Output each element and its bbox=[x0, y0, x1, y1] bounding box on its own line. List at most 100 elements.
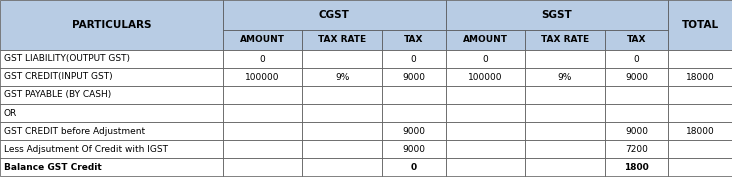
Text: 0: 0 bbox=[411, 163, 417, 172]
Bar bbox=[0, 122, 223, 140]
Text: 7200: 7200 bbox=[625, 144, 648, 153]
Bar bbox=[446, 122, 525, 140]
Text: 9000: 9000 bbox=[403, 144, 425, 153]
Bar bbox=[0, 158, 223, 176]
Bar bbox=[525, 140, 605, 158]
Text: 1800: 1800 bbox=[624, 163, 649, 172]
Bar bbox=[302, 68, 382, 86]
Text: TAX RATE: TAX RATE bbox=[318, 35, 366, 45]
Bar bbox=[446, 140, 525, 158]
Text: Less Adjsutment Of Credit with IGST: Less Adjsutment Of Credit with IGST bbox=[4, 144, 168, 153]
Bar bbox=[0, 0, 223, 50]
Text: PARTICULARS: PARTICULARS bbox=[72, 20, 151, 30]
Text: AMOUNT: AMOUNT bbox=[463, 35, 508, 45]
Bar bbox=[605, 158, 668, 176]
Text: 9000: 9000 bbox=[403, 127, 425, 136]
Bar bbox=[0, 86, 223, 104]
Bar bbox=[668, 140, 732, 158]
Text: 18000: 18000 bbox=[686, 73, 714, 81]
Bar bbox=[668, 122, 732, 140]
Text: 100000: 100000 bbox=[468, 73, 503, 81]
Bar bbox=[302, 50, 382, 68]
Bar bbox=[605, 30, 668, 50]
Bar bbox=[605, 140, 668, 158]
Text: 9000: 9000 bbox=[403, 73, 425, 81]
Bar bbox=[525, 104, 605, 122]
Bar bbox=[382, 30, 446, 50]
Bar bbox=[382, 68, 446, 86]
Bar bbox=[446, 0, 668, 30]
Bar bbox=[446, 50, 525, 68]
Text: 9000: 9000 bbox=[625, 73, 648, 81]
Text: 0: 0 bbox=[411, 54, 417, 64]
Text: 9%: 9% bbox=[335, 73, 349, 81]
Bar bbox=[0, 50, 223, 68]
Text: 100000: 100000 bbox=[245, 73, 280, 81]
Bar bbox=[302, 122, 382, 140]
Bar bbox=[223, 68, 302, 86]
Bar bbox=[668, 0, 732, 50]
Text: 0: 0 bbox=[260, 54, 266, 64]
Bar bbox=[302, 104, 382, 122]
Bar bbox=[446, 86, 525, 104]
Text: SGST: SGST bbox=[542, 10, 572, 20]
Bar bbox=[668, 86, 732, 104]
Bar bbox=[446, 68, 525, 86]
Text: CGST: CGST bbox=[318, 10, 350, 20]
Text: GST LIABILITY(OUTPUT GST): GST LIABILITY(OUTPUT GST) bbox=[4, 54, 130, 64]
Bar bbox=[382, 86, 446, 104]
Text: TOTAL: TOTAL bbox=[681, 20, 719, 30]
Bar bbox=[382, 104, 446, 122]
Text: OR: OR bbox=[4, 108, 18, 117]
Text: 9000: 9000 bbox=[625, 127, 648, 136]
Text: GST CREDIT(INPUT GST): GST CREDIT(INPUT GST) bbox=[4, 73, 113, 81]
Bar bbox=[302, 158, 382, 176]
Bar bbox=[525, 68, 605, 86]
Text: AMOUNT: AMOUNT bbox=[240, 35, 285, 45]
Text: GST PAYABLE (BY CASH): GST PAYABLE (BY CASH) bbox=[4, 90, 111, 100]
Text: 18000: 18000 bbox=[686, 127, 714, 136]
Bar bbox=[525, 86, 605, 104]
Bar bbox=[668, 158, 732, 176]
Text: Balance GST Credit: Balance GST Credit bbox=[4, 163, 102, 172]
Text: 0: 0 bbox=[482, 54, 488, 64]
Bar bbox=[605, 104, 668, 122]
Bar bbox=[382, 158, 446, 176]
Text: 9%: 9% bbox=[558, 73, 572, 81]
Bar bbox=[605, 86, 668, 104]
Text: 0: 0 bbox=[634, 54, 639, 64]
Bar bbox=[382, 122, 446, 140]
Bar bbox=[223, 30, 302, 50]
Bar bbox=[223, 140, 302, 158]
Bar bbox=[302, 140, 382, 158]
Bar bbox=[0, 140, 223, 158]
Bar bbox=[382, 140, 446, 158]
Bar bbox=[0, 104, 223, 122]
Bar bbox=[446, 158, 525, 176]
Bar bbox=[302, 30, 382, 50]
Bar bbox=[605, 122, 668, 140]
Bar bbox=[525, 30, 605, 50]
Bar bbox=[382, 50, 446, 68]
Text: TAX: TAX bbox=[627, 35, 646, 45]
Bar bbox=[446, 30, 525, 50]
Bar bbox=[668, 68, 732, 86]
Bar bbox=[223, 122, 302, 140]
Bar bbox=[668, 50, 732, 68]
Bar bbox=[525, 50, 605, 68]
Text: GST CREDIT before Adjustment: GST CREDIT before Adjustment bbox=[4, 127, 145, 136]
Bar bbox=[605, 50, 668, 68]
Bar bbox=[223, 0, 446, 30]
Bar bbox=[223, 158, 302, 176]
Bar bbox=[668, 104, 732, 122]
Bar bbox=[302, 86, 382, 104]
Bar bbox=[525, 158, 605, 176]
Text: TAX RATE: TAX RATE bbox=[541, 35, 589, 45]
Bar bbox=[223, 104, 302, 122]
Bar bbox=[605, 68, 668, 86]
Bar bbox=[0, 68, 223, 86]
Bar bbox=[223, 86, 302, 104]
Text: TAX: TAX bbox=[404, 35, 424, 45]
Bar bbox=[525, 122, 605, 140]
Bar bbox=[446, 104, 525, 122]
